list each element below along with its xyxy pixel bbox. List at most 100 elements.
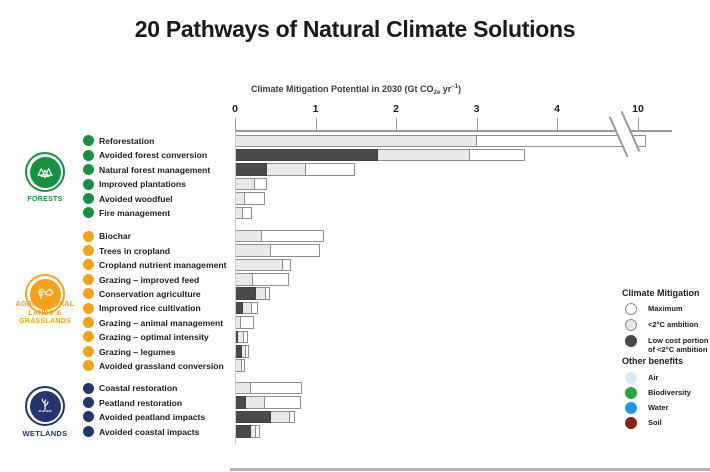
pathway-dot <box>83 273 94 285</box>
bar-2c-ambition <box>235 229 262 243</box>
legend-item-label: <2°C ambition <box>648 320 699 329</box>
legend-swatch <box>625 402 637 414</box>
pathway-label: Cropland nutrient management <box>99 260 227 271</box>
legend-swatch <box>625 417 637 429</box>
pathway-label: Avoided coastal impacts <box>99 426 200 437</box>
pathway-label: Trees in cropland <box>99 245 171 256</box>
pathway-label: Reforestation <box>99 136 155 146</box>
pathway-dot <box>83 360 94 372</box>
x-axis-tick-mark <box>396 118 397 130</box>
bar-2c-ambition <box>235 273 253 286</box>
pathway-dot <box>83 331 94 343</box>
pathway-dot <box>83 192 94 204</box>
pathway-dot <box>83 425 94 437</box>
bar-low-cost <box>235 345 243 358</box>
bar-low-cost <box>235 410 272 424</box>
x-axis-tick-label: 2 <box>393 103 399 115</box>
pathway-dot <box>83 207 94 219</box>
bar-2c-ambition <box>235 206 244 220</box>
pathway-dot <box>83 230 94 242</box>
legend-item-label: Maximum <box>648 304 683 313</box>
pathway-label: Grazing – legumes <box>99 346 176 357</box>
legend-swatch <box>625 319 637 331</box>
x-axis-tick-label: 0 <box>232 103 238 115</box>
bar-2c-ambition <box>235 258 284 272</box>
x-axis-tick-mark <box>476 118 478 130</box>
x-axis-tick-label: 4 <box>554 103 560 115</box>
pathway-label: Improved rice cultivation <box>99 303 201 314</box>
x-axis-tick-mark <box>235 118 236 130</box>
forests-group-icon <box>25 152 65 192</box>
wetlands-group-icon <box>25 386 65 426</box>
pathway-label: Avoided forest conversion <box>99 150 208 161</box>
legend-item-label: Soil <box>648 418 662 427</box>
pathway-dot <box>83 245 94 256</box>
bottom-divider <box>230 468 710 471</box>
pathway-label: Grazing – optimal intensity <box>99 332 209 343</box>
x-axis-tick-mark <box>638 118 639 130</box>
legend-item-label: Low cost portion of <2°C ambition <box>648 336 709 354</box>
legend-item-label: Biodiversity <box>648 388 691 397</box>
x-axis-tick-label: 10 <box>632 103 644 115</box>
legend-mitigation-title: Climate Mitigation <box>622 288 700 298</box>
wetlands-group-label: WETLANDS <box>22 429 68 438</box>
pathway-dot <box>83 397 94 408</box>
pathway-label: Avoided grassland conversion <box>99 360 224 371</box>
pathway-label: Coastal restoration <box>99 383 178 394</box>
legend-item-label: Air <box>648 373 659 382</box>
legend-swatch <box>625 372 637 384</box>
legend-swatch <box>625 387 637 399</box>
bar-low-cost <box>235 396 247 409</box>
pathway-label: Grazing – improved feed <box>99 274 200 285</box>
pathway-dot <box>83 178 94 190</box>
zero-gridline <box>235 132 236 444</box>
pathway-label: Avoided peatland impacts <box>99 412 206 423</box>
pathway-dot <box>83 382 94 394</box>
pathway-label: Peatland restoration <box>99 397 183 408</box>
pathway-dot <box>83 135 94 147</box>
x-axis-tick-mark <box>557 118 558 130</box>
x-axis-line <box>235 130 672 132</box>
pathway-label: Natural forest management <box>99 164 211 175</box>
x-axis-tick-label: 3 <box>473 103 480 115</box>
bar-2c-ambition <box>235 381 252 395</box>
pathway-dot <box>83 302 94 314</box>
pathway-dot <box>83 149 94 161</box>
page-title: 20 Pathways of Natural Climate Solutions <box>134 16 576 42</box>
pathway-dot <box>83 317 94 328</box>
agriculture-group-icon <box>25 274 65 314</box>
x-axis-title: Climate Mitigation Potential in 2030 (Gt… <box>251 84 462 96</box>
pathway-dot <box>83 345 94 357</box>
bar-low-cost <box>235 148 379 162</box>
bar-2c-ambition <box>235 192 245 205</box>
forests-group-label: FORESTS <box>27 196 63 203</box>
bar-low-cost <box>235 163 268 176</box>
pathway-label: Avoided woodfuel <box>99 193 173 204</box>
pathway-dot <box>83 259 94 271</box>
pathway-label: Improved plantations <box>99 179 186 190</box>
x-axis-tick-mark <box>315 118 317 130</box>
pathway-label: Grazing – animal management <box>99 317 224 328</box>
bar-low-cost <box>235 287 256 300</box>
legend-benefits-title: Other benefits <box>622 356 684 366</box>
bar-2c-ambition <box>235 134 477 148</box>
pathway-dot <box>83 288 94 300</box>
x-axis-tick-label: 1 <box>312 103 319 115</box>
wheat-and-livestock-icon <box>38 288 54 300</box>
reeds-water-icon <box>38 398 52 412</box>
trees-icon <box>37 168 53 179</box>
pathway-dot <box>83 411 94 423</box>
bar-2c-ambition <box>235 244 272 257</box>
pathway-dot <box>83 164 94 176</box>
pathway-label: Conservation agriculture <box>99 288 201 299</box>
pathway-label: Fire management <box>99 208 171 218</box>
bar-2c-ambition <box>235 359 243 372</box>
legend-item-label: Water <box>648 403 669 412</box>
agriculture-group-label: AGRICULTURAL LANDS & GRASSLANDS <box>15 301 75 325</box>
legend-swatch <box>625 303 637 315</box>
bar-low-cost <box>235 425 252 438</box>
bar-2c-ambition <box>235 177 256 191</box>
pathway-label: Biochar <box>99 231 131 242</box>
legend-swatch <box>625 335 637 347</box>
bar-low-cost <box>235 301 244 315</box>
